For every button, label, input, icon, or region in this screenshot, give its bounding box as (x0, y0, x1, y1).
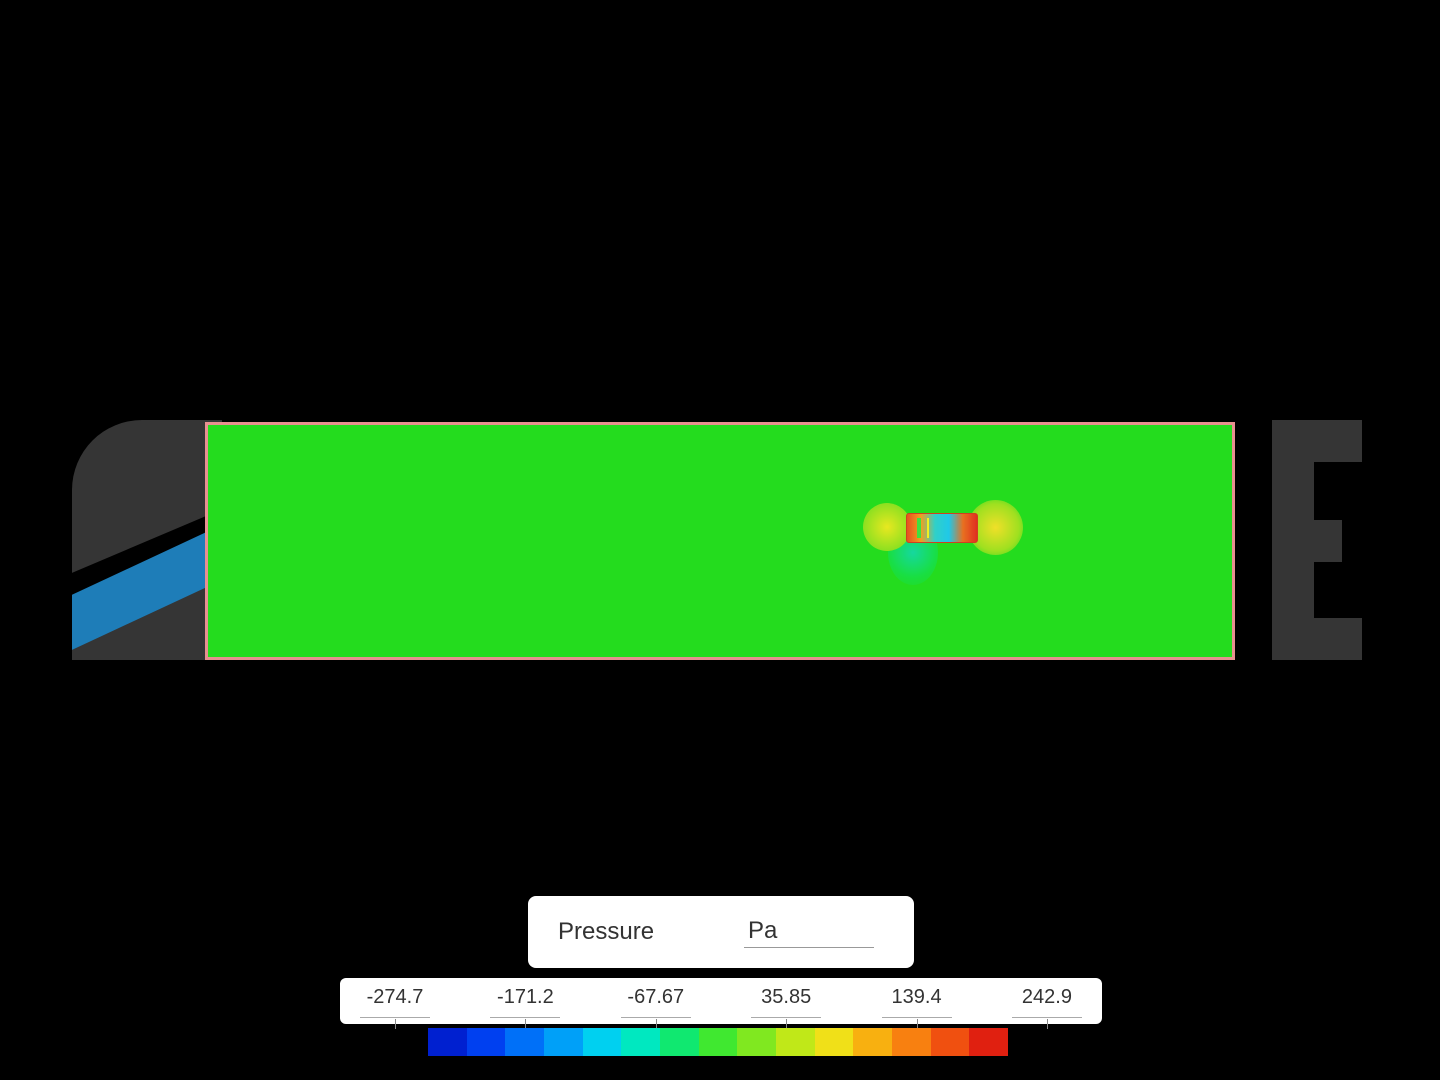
colorbar-segment (892, 1028, 931, 1056)
watermark-logo-wave (72, 420, 222, 660)
watermark-letter-part (1272, 520, 1342, 562)
colorbar-segment (583, 1028, 622, 1056)
colorbar-gradient[interactable] (428, 1028, 1008, 1056)
scale-tick-label[interactable]: -274.7 (360, 986, 430, 1018)
simulation-object[interactable] (906, 513, 978, 543)
legend-label-box[interactable]: Pressure Pa (528, 896, 914, 968)
colorbar-segment (699, 1028, 738, 1056)
colorbar-tick-row: -274.7 -171.2 -67.67 35.85 139.4 242.9 (360, 986, 1082, 1018)
legend-quantity-label: Pressure (558, 918, 654, 946)
colorbar-segment (660, 1028, 699, 1056)
watermark-letter-e (1272, 420, 1362, 660)
legend-unit-field[interactable]: Pa (744, 917, 874, 948)
colorbar-segment (505, 1028, 544, 1056)
colorbar-segment (931, 1028, 970, 1056)
colorbar-segment (969, 1028, 1008, 1056)
scale-tick-label[interactable]: -171.2 (490, 986, 560, 1018)
colorbar-segment (737, 1028, 776, 1056)
simulation-viewport[interactable]: Pressure Pa -274.7 -171.2 -67.67 35.85 1… (0, 0, 1440, 1080)
scale-tick-label[interactable]: -67.67 (621, 986, 691, 1018)
scale-tick-label[interactable]: 35.85 (751, 986, 821, 1018)
watermark-letter-part (1272, 420, 1362, 462)
scale-tick-label[interactable]: 139.4 (882, 986, 952, 1018)
colorbar-segment (776, 1028, 815, 1056)
colorbar-segment (815, 1028, 854, 1056)
colorbar-segment (853, 1028, 892, 1056)
pressure-field-wake (863, 503, 911, 551)
watermark-letter-part (1272, 618, 1362, 660)
colorbar-segment (428, 1028, 467, 1056)
simulation-domain[interactable] (205, 422, 1235, 660)
colorbar-segment (544, 1028, 583, 1056)
object-detail (917, 518, 921, 538)
object-detail (927, 518, 929, 538)
scale-tick-label[interactable]: 242.9 (1012, 986, 1082, 1018)
colorbar-segment (621, 1028, 660, 1056)
watermark-stripe-blue (72, 516, 222, 654)
colorbar-segment (467, 1028, 506, 1056)
colorbar-scale-container: -274.7 -171.2 -67.67 35.85 139.4 242.9 (340, 978, 1102, 1024)
